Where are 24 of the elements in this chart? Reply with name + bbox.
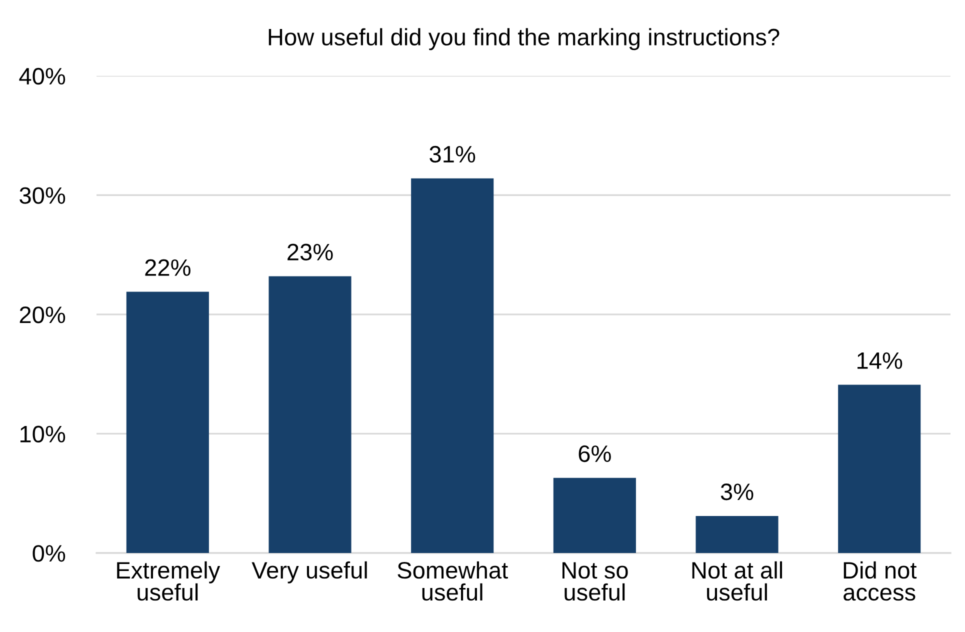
y-tick-label: 30%: [20, 187, 66, 204]
bar: [126, 292, 209, 553]
x-tick-label: Not at all useful: [692, 561, 782, 601]
bar: [696, 516, 778, 553]
x-tick-label: Extremely useful: [117, 561, 220, 601]
data-label: 3%: [720, 484, 754, 500]
chart-title: How useful did you find the marking instructions?: [268, 28, 780, 50]
bar: [411, 178, 494, 553]
x-tick-label: Not so useful: [562, 562, 628, 601]
data-label: 23%: [288, 244, 333, 260]
data-label: 14%: [858, 352, 902, 369]
bar: [268, 276, 352, 553]
bar: [838, 384, 921, 553]
data-label: 6%: [578, 445, 611, 462]
x-tick-label: Very useful: [252, 561, 367, 584]
x-tick-label: Did not access: [844, 561, 917, 601]
y-tick-label: 0%: [32, 545, 66, 562]
y-tick-label: 20%: [20, 306, 66, 324]
y-tick-label: 10%: [20, 426, 66, 442]
bar: [553, 478, 636, 553]
y-tick-label: 40%: [19, 68, 66, 85]
x-tick-label: Somewhat useful: [398, 561, 508, 601]
data-label: 22%: [145, 259, 190, 276]
data-label: 31%: [430, 146, 476, 163]
